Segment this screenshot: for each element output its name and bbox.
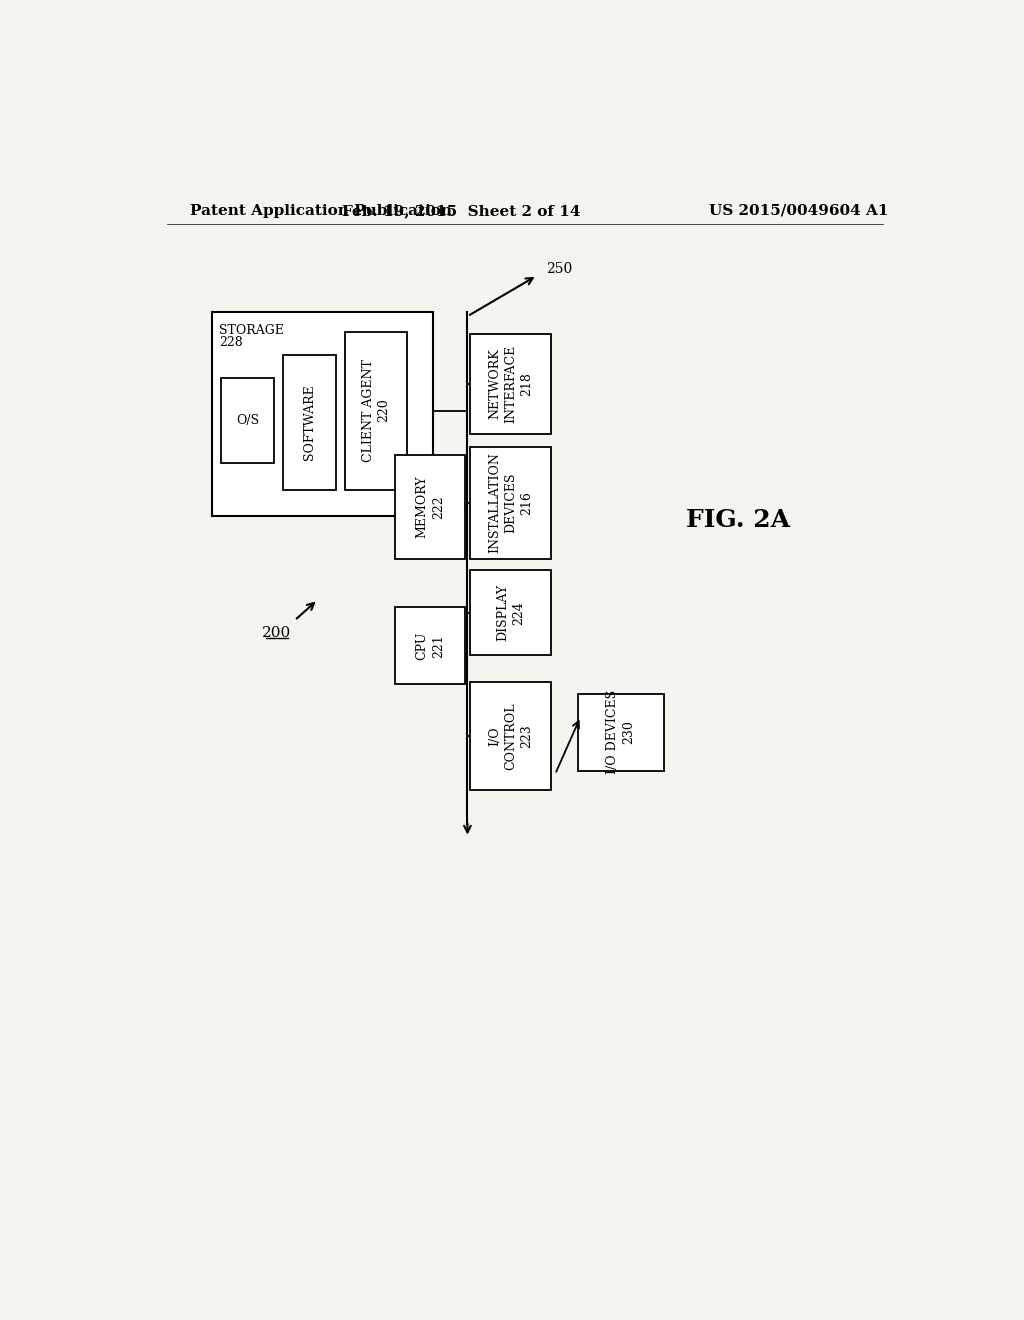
Bar [221,378,273,462]
Text: Feb. 19, 2015  Sheet 2 of 14: Feb. 19, 2015 Sheet 2 of 14 [342,203,581,218]
Bar [470,334,551,434]
Text: SOFTWARE: SOFTWARE [303,384,315,459]
Text: NETWORK
INTERFACE
218: NETWORK INTERFACE 218 [488,345,532,424]
Text: I/O
CONTROL
223: I/O CONTROL 223 [488,702,532,770]
Text: DISPLAY
224: DISPLAY 224 [496,585,525,642]
Text: 200: 200 [262,627,292,640]
Text: I/O DEVICES
230: I/O DEVICES 230 [606,690,636,774]
Text: 228: 228 [219,335,244,348]
Bar [470,682,551,789]
Bar [470,447,551,558]
Text: US 2015/0049604 A1: US 2015/0049604 A1 [710,203,889,218]
Text: Patent Application Publication: Patent Application Publication [190,203,452,218]
Text: INSTALLATION
DEVICES
216: INSTALLATION DEVICES 216 [488,453,532,553]
Bar [579,693,664,771]
Text: 250: 250 [547,261,572,276]
Bar [345,331,407,490]
Text: CLIENT AGENT
220: CLIENT AGENT 220 [361,359,390,462]
Text: O/S: O/S [236,413,259,426]
Bar [212,313,432,516]
Text: MEMORY
222: MEMORY 222 [416,475,444,539]
Bar [283,355,336,490]
Bar [395,455,465,558]
Bar [395,607,465,684]
Text: STORAGE: STORAGE [219,323,285,337]
Bar [470,570,551,655]
Text: CPU
221: CPU 221 [416,632,444,660]
Text: FIG. 2A: FIG. 2A [686,508,791,532]
